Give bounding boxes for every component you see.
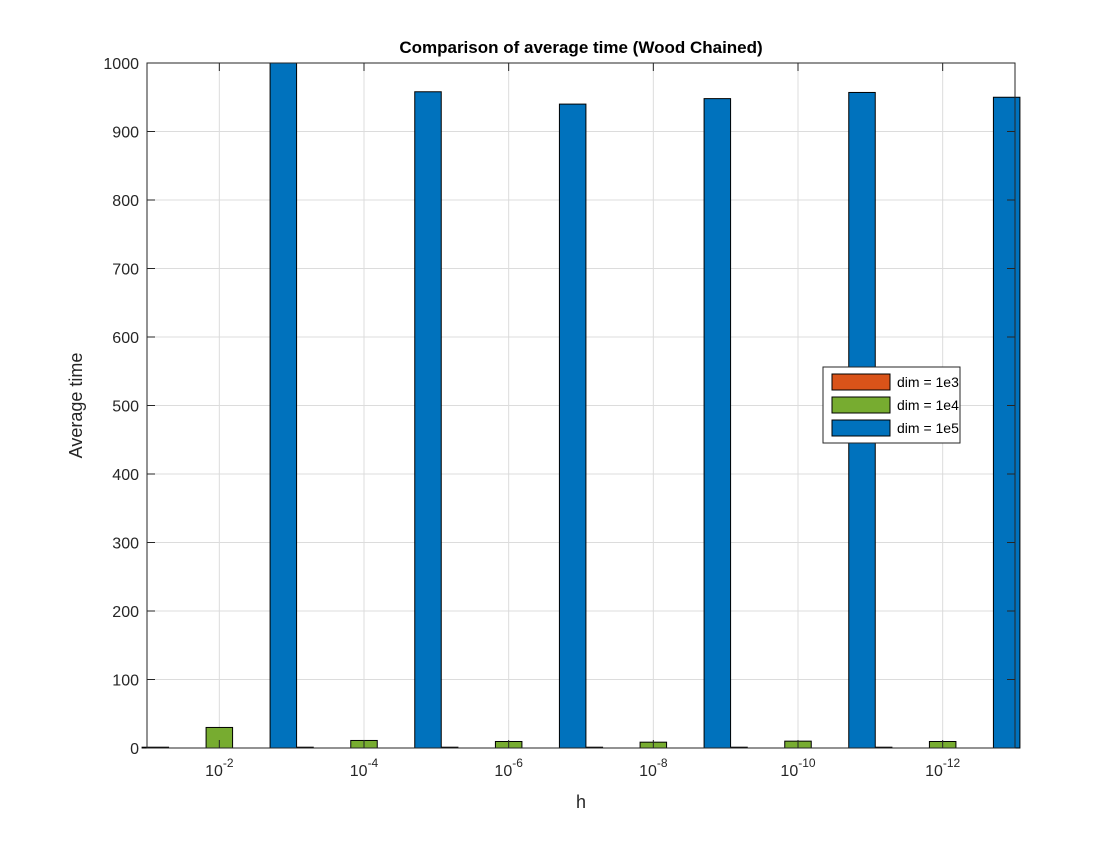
x-tick-label: 10-4 bbox=[350, 756, 379, 780]
x-tick-label: 10-8 bbox=[639, 756, 668, 780]
x-tick-label-exponent: -4 bbox=[368, 756, 379, 770]
y-tick-label: 1000 bbox=[103, 56, 139, 73]
x-tick-label-base: 10 bbox=[350, 763, 368, 780]
x-tick-label-exponent: -2 bbox=[223, 756, 234, 770]
y-tick-label: 300 bbox=[112, 536, 139, 553]
bar bbox=[992, 96, 1021, 749]
x-axis-label: h bbox=[576, 792, 586, 812]
legend: dim = 1e3 dim = 1e4 dim = 1e5 bbox=[822, 366, 961, 444]
legend-entry: dim = 1e3 bbox=[897, 374, 959, 390]
y-axis-label: Average time bbox=[66, 353, 86, 459]
chart-title: Comparison of average time (Wood Chained… bbox=[399, 38, 762, 57]
x-tick-label: 10-6 bbox=[494, 756, 523, 780]
x-tick-label: 10-10 bbox=[780, 756, 815, 780]
legend-entry: dim = 1e4 bbox=[897, 397, 959, 413]
x-tick-label: 10-12 bbox=[925, 756, 960, 780]
y-tick-label: 0 bbox=[130, 741, 139, 758]
bar bbox=[269, 62, 298, 749]
x-tick-label-base: 10 bbox=[780, 763, 798, 780]
y-tick-label: 800 bbox=[112, 193, 139, 210]
x-tick-label: 10-2 bbox=[205, 756, 234, 780]
legend-swatch bbox=[831, 396, 891, 414]
y-tick-label: 400 bbox=[112, 467, 139, 484]
x-tick-label-exponent: -8 bbox=[657, 756, 668, 770]
x-tick-label-exponent: -12 bbox=[943, 756, 961, 770]
x-tick-label-base: 10 bbox=[205, 763, 223, 780]
y-tick-label: 500 bbox=[112, 399, 139, 416]
x-tick-label-exponent: -10 bbox=[798, 756, 816, 770]
x-tick-label-base: 10 bbox=[494, 763, 512, 780]
bar bbox=[703, 98, 732, 749]
y-tick-label: 200 bbox=[112, 604, 139, 621]
y-tick-label: 600 bbox=[112, 330, 139, 347]
y-tick-label: 100 bbox=[112, 673, 139, 690]
x-tick-label-base: 10 bbox=[639, 763, 657, 780]
bar bbox=[414, 91, 442, 749]
y-tick-label: 900 bbox=[112, 125, 139, 142]
bar bbox=[558, 103, 587, 749]
legend-entry: dim = 1e5 bbox=[897, 420, 959, 436]
legend-swatch bbox=[831, 419, 891, 437]
x-tick-label-exponent: -6 bbox=[512, 756, 523, 770]
y-tick-label: 700 bbox=[112, 262, 139, 279]
x-tick-label-base: 10 bbox=[925, 763, 943, 780]
legend-swatch bbox=[831, 373, 891, 391]
